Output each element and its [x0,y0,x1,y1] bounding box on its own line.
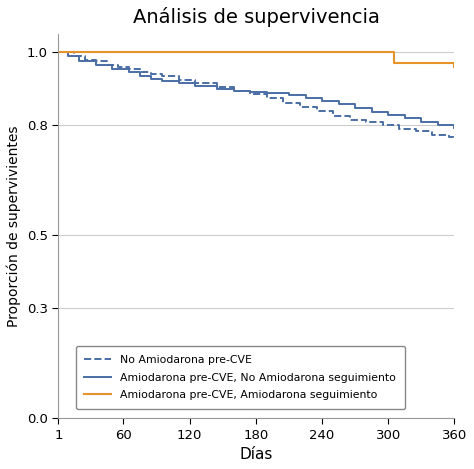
Legend: No Amiodarona pre-CVE, Amiodarona pre-CVE, No Amiodarona seguimiento, Amiodarona: No Amiodarona pre-CVE, Amiodarona pre-CV… [76,346,405,409]
Y-axis label: Proporción de supervivientes: Proporción de supervivientes [7,125,21,327]
Title: Análisis de supervivencia: Análisis de supervivencia [133,7,380,27]
X-axis label: Días: Días [240,447,273,462]
